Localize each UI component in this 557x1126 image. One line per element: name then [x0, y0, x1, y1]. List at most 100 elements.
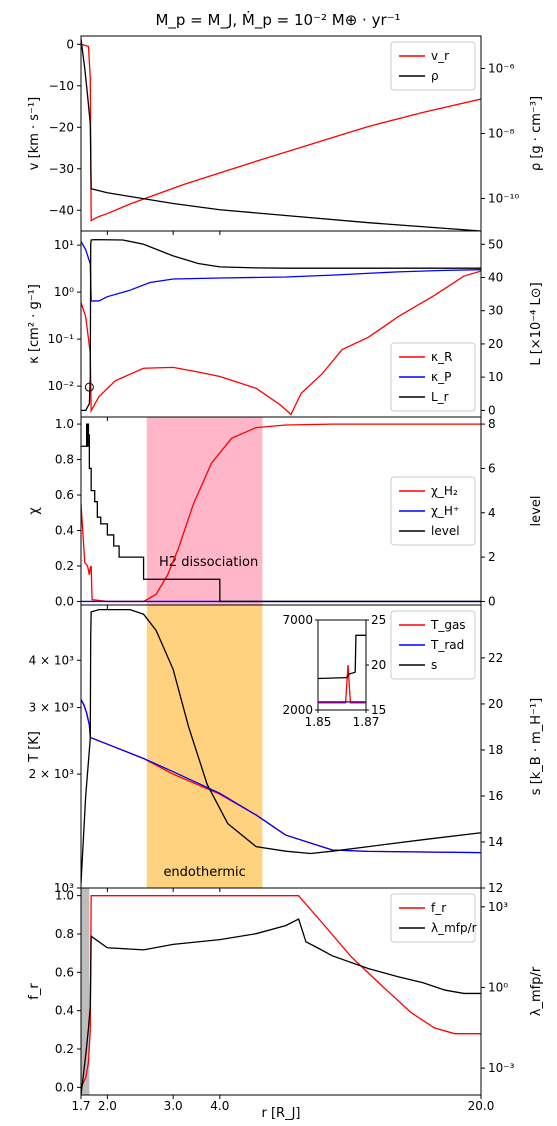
x-tick-label: 4.0 — [210, 1099, 229, 1113]
x-tick-label: 20.0 — [468, 1099, 495, 1113]
x-tick-label: 2.0 — [98, 1099, 117, 1113]
y-tick-label: −40 — [49, 203, 74, 217]
inset-y-tick-label: 2000 — [282, 703, 313, 717]
legend-entry: s — [431, 658, 437, 672]
y2-tick-label: 10 — [488, 370, 503, 384]
y2-tick-label: 10⁻³ — [488, 1061, 515, 1075]
series-line-5-2 — [81, 918, 481, 1095]
series-line-3-3 — [81, 423, 481, 603]
y-axis-label: f_r — [27, 983, 42, 1000]
y2-tick-label: 14 — [488, 835, 503, 849]
legend-entry: ρ — [431, 69, 439, 83]
figure-title: M_p = M_J, Ṁ_p = 10⁻² M⊕ · yr⁻¹ — [155, 10, 400, 30]
x-tick-label: 3.0 — [164, 1099, 183, 1113]
legend-entry: χ_H₂ — [431, 484, 458, 498]
y2-tick-label: 10⁻⁶ — [488, 62, 515, 76]
y2-tick-label: 22 — [488, 651, 503, 665]
y-tick-label: 10¹ — [54, 238, 74, 252]
y-tick-label: 0.2 — [55, 1042, 74, 1056]
inset-y-tick-label: 7000 — [282, 613, 313, 627]
legend-box — [390, 41, 476, 91]
y-tick-label: −30 — [49, 162, 74, 176]
legend-box — [390, 610, 476, 680]
y-axis-label: v [km · s⁻¹] — [27, 97, 42, 170]
y-tick-label: 3 × 10³ — [29, 701, 75, 715]
y-tick-label: −10 — [49, 79, 74, 93]
y2-tick-label: 4 — [488, 506, 496, 520]
y2-tick-label: 12 — [488, 881, 503, 895]
y2-axis-label: L [×10⁻⁴ L⊙] — [529, 282, 544, 365]
y2-axis-label: s [k_B · m_H⁻¹] — [529, 698, 544, 795]
inset-x-tick-label: 1.85 — [305, 715, 332, 729]
y-tick-label: 10³ — [54, 881, 74, 895]
y-axis-label: T [K] — [27, 731, 42, 763]
y2-tick-label: 6 — [488, 461, 496, 475]
series-line-1-2 — [81, 39, 481, 231]
panel-2: 10¹ 10⁰ 10⁻¹ 10⁻² 0 10 20 30 40 50 κ [cm² · g⁻¹] L … — [27, 230, 544, 421]
y-tick-label: −20 — [49, 120, 74, 134]
y2-axis-label: λ_mfp/r — [529, 966, 544, 1016]
inset-series-line — [318, 664, 366, 704]
inset: 1.85 1.87 7000 2000 25 20 15 — [282, 613, 386, 729]
y2-tick-label: 10³ — [488, 900, 508, 914]
inset-y2-tick-label: 15 — [371, 703, 386, 717]
y2-tick-label: 8 — [488, 417, 496, 431]
y-tick-label: 10⁻² — [48, 379, 75, 393]
inset-y2-tick-label: 25 — [371, 613, 386, 627]
region-label: H2 dissociation — [159, 555, 258, 570]
legend-entry: level — [431, 524, 460, 538]
y-tick-label: 0.6 — [55, 488, 74, 502]
inset-y2-tick-label: 20 — [371, 658, 386, 672]
series-line-4-3 — [81, 608, 481, 884]
y-tick-label: 10⁰ — [54, 285, 74, 299]
y-tick-label: 0.8 — [55, 927, 74, 941]
y2-tick-label: 10⁰ — [488, 980, 508, 994]
marker-circle — [84, 382, 94, 392]
inset-frame — [317, 619, 367, 711]
legend-entry: L_r — [431, 390, 449, 404]
y-tick-label: 0.0 — [55, 1080, 74, 1094]
y-tick-label: 0.2 — [55, 559, 74, 573]
shaded-region — [146, 417, 263, 605]
y2-axis-label: level — [529, 496, 544, 527]
legend-entry: T_rad — [430, 638, 464, 652]
y2-tick-label: 30 — [488, 304, 503, 318]
y2-tick-label: 16 — [488, 789, 503, 803]
panel-frame — [80, 887, 482, 1096]
panel-4: endothermic 4 × 10³ 3 × 10³ 2 × 10³ 10³ 12 14 1… — [27, 604, 544, 895]
series-line-4-2 — [81, 699, 481, 854]
y-tick-label: 0.6 — [55, 965, 74, 979]
y-axis-label: κ [cm² · g⁻¹] — [27, 284, 42, 364]
y-tick-label: 0.4 — [55, 1004, 74, 1018]
x-tick-labels: 1.7 2.0 3.0 4.0 20.0 — [71, 1099, 494, 1113]
y-tick-label: 1.0 — [55, 417, 74, 431]
y-tick-label: 0 — [66, 37, 74, 51]
y2-tick-label: 40 — [488, 271, 503, 285]
y-tick-label: 1.0 — [55, 889, 74, 903]
x-axis-label: r [R_J] — [262, 1106, 301, 1121]
shaded-region — [81, 888, 90, 1095]
legend-entry: λ_mfp/r — [431, 921, 477, 935]
y2-tick-label: 18 — [488, 743, 503, 757]
series-line-4-1 — [81, 699, 481, 854]
legend-box — [390, 893, 476, 943]
y-tick-label: 4 × 10³ — [29, 653, 75, 667]
legend-entry: χ_H⁺ — [431, 504, 459, 518]
y2-tick-label: 10⁻¹⁰ — [488, 192, 519, 206]
panel-1: 0 −10 −20 −30 −40 10⁻⁶ 10⁻⁸ 10⁻¹⁰ v [km · s⁻¹] ρ … — [27, 35, 544, 235]
inset-series-line — [318, 634, 366, 680]
y-tick-label: 0.8 — [55, 453, 74, 467]
series-line-5-1 — [81, 895, 481, 1088]
legend-entry: T_gas — [430, 618, 466, 632]
legend-box — [390, 342, 476, 412]
y-tick-label: 10⁻¹ — [48, 332, 75, 346]
y2-tick-label: 50 — [488, 237, 503, 251]
legend: v_r ρ — [390, 41, 476, 91]
legend-box — [390, 476, 476, 546]
series-line-3-1 — [81, 423, 481, 603]
inset-x-tick-label: 1.87 — [353, 715, 380, 729]
series-line-2-2 — [81, 241, 481, 302]
y2-tick-label: 10⁻⁸ — [488, 127, 515, 141]
